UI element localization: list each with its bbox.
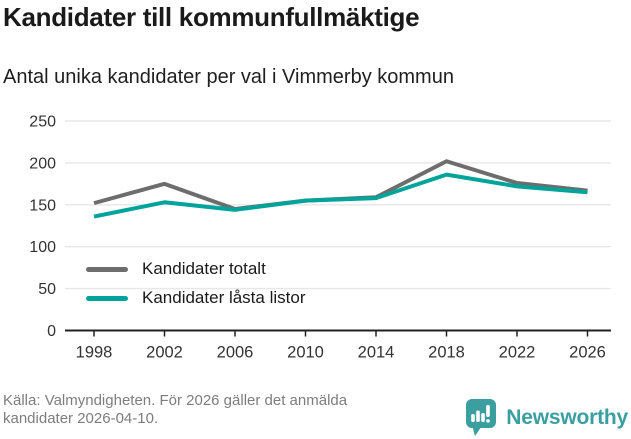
legend-label: Kandidater totalt: [142, 259, 266, 278]
x-axis-tick-label: 2018: [428, 344, 465, 362]
newsworthy-speech-bubble-chart-icon: [466, 399, 497, 436]
chart-subtitle: Antal unika kandidater per val i Vimmerb…: [3, 66, 454, 88]
legend-label: Kandidater låsta listor: [142, 288, 306, 307]
source-note: Källa: Valmyndigheten. För 2026 gäller d…: [3, 392, 348, 427]
x-axis-tick-label: 2002: [146, 344, 183, 362]
x-axis-tick-label: 1998: [76, 344, 113, 362]
x-axis-tick-label: 2022: [499, 344, 536, 362]
legend-line-swatch-teal: [86, 295, 128, 301]
y-axis-tick-label: 100: [29, 239, 56, 256]
y-axis-tick-label: 50: [38, 281, 56, 298]
x-axis-tick-label: 2014: [358, 344, 395, 362]
line-chart: 0 50 100 150 200 250 1998 2002 2006 2010 2014 2018 2…: [29, 114, 611, 362]
newsworthy-brand: Newsworthy: [465, 398, 628, 437]
series-line-1: [93, 172, 588, 219]
x-axis-tick-label: 2010: [287, 344, 324, 362]
y-axis-tick-label: 200: [29, 155, 56, 172]
x-axis-tick-label: 2026: [569, 344, 606, 362]
brand-name: Newsworthy: [506, 405, 628, 429]
page-title: Kandidater till kommunfullmäktige: [3, 2, 420, 32]
x-axis-tick-label: 2006: [217, 344, 254, 362]
legend-item-locked-lists: Kandidater låsta listor: [86, 288, 305, 308]
legend-item-total: Kandidater totalt: [86, 259, 305, 279]
y-axis-tick-label: 150: [29, 197, 56, 214]
y-axis-tick-label: 0: [47, 323, 56, 340]
y-axis-tick-label: 250: [29, 114, 56, 131]
legend-line-swatch-gray: [86, 266, 128, 272]
chart-legend: Kandidater totalt Kandidater låsta listo…: [86, 259, 305, 308]
